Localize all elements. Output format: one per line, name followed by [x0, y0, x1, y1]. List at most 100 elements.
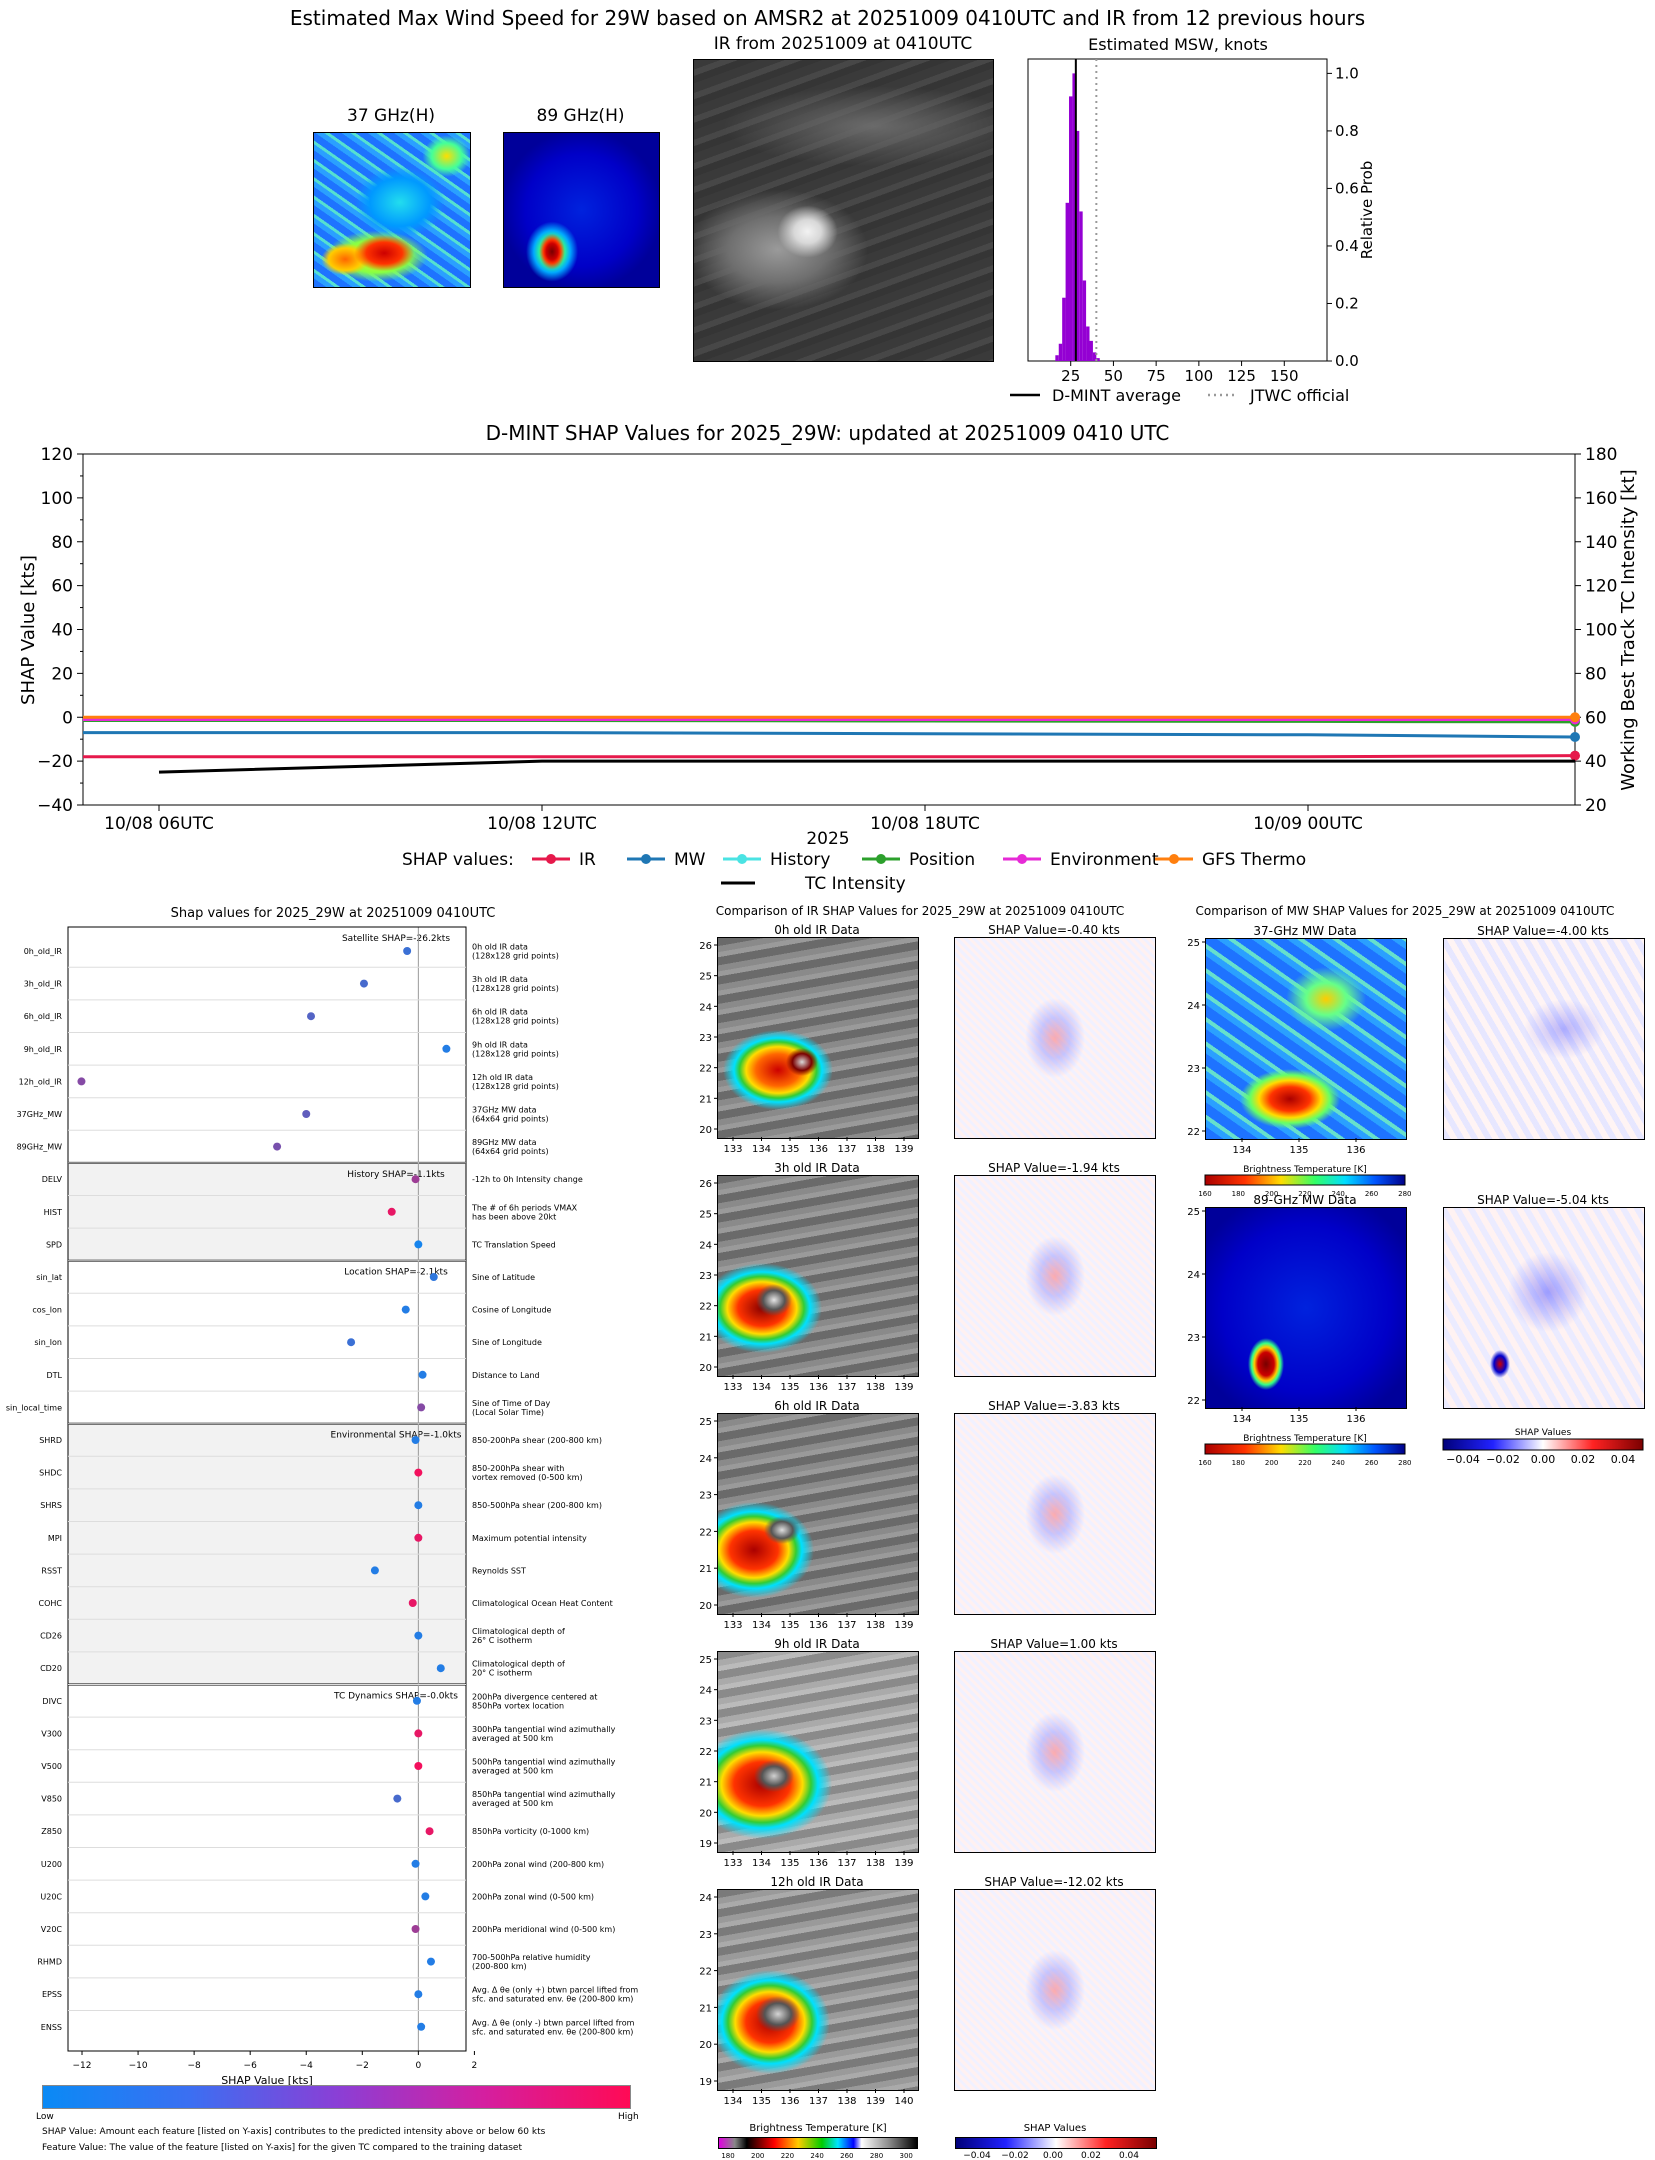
- ir-xtick: 134: [723, 2096, 742, 2107]
- shap-point: [414, 1469, 422, 1477]
- shap-feature-name: 6h_old_IR: [24, 1012, 63, 1021]
- mw-bt-colorbar-label: Brightness Temperature [K]: [1243, 1434, 1367, 1444]
- mw-bt-tick: 180: [1232, 1459, 1245, 1467]
- ir-xtick: 137: [837, 1620, 856, 1631]
- panel-89-title: 89 GHz(H): [503, 106, 658, 126]
- ir-xtick: 137: [837, 1858, 856, 1869]
- ts-legend-marker: [1017, 854, 1027, 864]
- panel-ir-title: IR from 20251009 at 0410UTC: [693, 34, 993, 54]
- ir-shap-tick: 0.02: [1081, 2151, 1101, 2160]
- shap-feature-name: SPD: [46, 1240, 62, 1249]
- ts-ytick-right: 160: [1585, 489, 1617, 509]
- shap-feature-desc: Avg. Δ θe (only -) btwn parcel lifted fr…: [472, 2018, 635, 2027]
- shap-feature-name: SHDC: [39, 1469, 62, 1478]
- ir-bt-tick: 260: [840, 2152, 853, 2160]
- ir-bt-tick: 200: [751, 2152, 764, 2160]
- ts-ytick-right: 100: [1585, 621, 1617, 641]
- histogram-bar: [1086, 326, 1089, 361]
- ir-ytick: 26: [699, 941, 712, 952]
- ir-ytick: 20: [699, 1601, 712, 1612]
- shap-note-1: SHAP Value: Amount each feature [listed …: [42, 2127, 545, 2137]
- shap-feature-desc: 9h old IR data: [472, 1040, 528, 1049]
- shap-xtick: −12: [73, 2061, 92, 2071]
- shap-feature-name: SHRS: [40, 1501, 62, 1510]
- mw-ytick: 24: [1187, 1001, 1200, 1012]
- ir-shap-label: SHAP Value=1.00 kts: [954, 1637, 1154, 1651]
- ir-xtick: 133: [723, 1382, 742, 1393]
- shap-xtick: 0: [415, 2061, 421, 2071]
- shap-feature-desc: 6h old IR data: [472, 1008, 528, 1017]
- shap-point: [413, 1697, 421, 1705]
- mw-shap-tick: −0.04: [1446, 1453, 1480, 1466]
- ts-ytick-left: 120: [41, 445, 73, 465]
- ir-ytick: 23: [699, 1271, 712, 1282]
- shap-feature-desc: 37GHz MW data: [472, 1106, 537, 1115]
- shap-feature-desc: Sine of Longitude: [472, 1338, 542, 1347]
- ir-ytick: 21: [699, 1564, 712, 1575]
- shap-feature-desc: Distance to Land: [472, 1371, 540, 1380]
- shap-xtick: 2: [472, 2061, 478, 2071]
- ts-legend-marker: [1169, 854, 1179, 864]
- ts-series-tc-intensity: [159, 761, 1575, 772]
- ir-ytick: 23: [699, 1033, 712, 1044]
- shap-point: [417, 1403, 425, 1411]
- shap-feature-desc: TC Translation Speed: [471, 1240, 556, 1249]
- ts-xtick: 10/08 06UTC: [104, 814, 214, 834]
- mw-xtick: 136: [1346, 1414, 1365, 1425]
- shap-point: [417, 2023, 425, 2031]
- shap-point: [412, 1925, 420, 1933]
- mw-bt-tick: 160: [1198, 1459, 1211, 1467]
- mw-xtick: 134: [1232, 1414, 1251, 1425]
- shap-point: [414, 1990, 422, 1998]
- ir-ytick: 22: [699, 1064, 712, 1075]
- histogram-ytick: 0.6: [1335, 179, 1359, 197]
- shap-group-band: [68, 927, 466, 1163]
- shap-feature-desc: 850-200hPa shear with: [472, 1464, 564, 1473]
- shap-point: [414, 1534, 422, 1542]
- shap-xtick: −2: [356, 2061, 369, 2071]
- shap-feature-name: DIVC: [42, 1697, 62, 1706]
- ir-xtick: 136: [809, 1620, 828, 1631]
- histogram-ytick: 1.0: [1335, 64, 1359, 82]
- ir-ytick: 21: [699, 1094, 712, 1105]
- shap-feature-name: V500: [41, 1762, 62, 1771]
- ir-xtick: 134: [752, 1144, 771, 1155]
- ir-shap-map: [954, 1175, 1156, 1377]
- shap-feature-name: sin_lon: [34, 1338, 62, 1347]
- amsr2-37ghz-image: [313, 132, 471, 288]
- legend-dmint-label: D-MINT average: [1052, 386, 1181, 405]
- shap-point: [414, 1729, 422, 1737]
- ts-frame: [83, 454, 1575, 805]
- ir-xtick: 139: [894, 1620, 913, 1631]
- shap-point: [409, 1599, 417, 1607]
- ir-ytick: 22: [699, 1527, 712, 1538]
- ts-ytick-right: 120: [1585, 577, 1617, 597]
- shap-feature-name: 37GHz_MW: [17, 1110, 62, 1119]
- shap-feature-desc: 200hPa zonal wind (0-500 km): [472, 1892, 594, 1901]
- ir-shap-label: SHAP Value=-3.83 kts: [954, 1399, 1154, 1413]
- histogram-bar: [1062, 298, 1065, 361]
- ir-shap-colorbar-label: SHAP Values: [955, 2123, 1155, 2134]
- ir-bt-tick: 300: [900, 2152, 913, 2160]
- ir-xtick: 135: [780, 1144, 799, 1155]
- shap-point: [307, 1012, 315, 1020]
- shap-feature-desc: 0h old IR data: [472, 943, 528, 952]
- shap-xtick: −8: [187, 2061, 201, 2071]
- panel-37-title: 37 GHz(H): [313, 106, 469, 126]
- ir-xtick: 137: [837, 1144, 856, 1155]
- shap-feature-desc: 20° C isotherm: [472, 1669, 532, 1678]
- shap-feature-desc: Avg. Δ θe (only +) btwn parcel lifted fr…: [472, 1986, 638, 1995]
- ir-shap-tick: −0.02: [1001, 2151, 1029, 2160]
- shap-point: [388, 1208, 396, 1216]
- histogram-bar: [1055, 355, 1058, 361]
- shap-feature-desc: 850-500hPa shear (200-800 km): [472, 1501, 602, 1510]
- mw-bt-tick: 260: [1365, 1459, 1378, 1467]
- shap-feature-desc: (64x64 grid points): [472, 1115, 549, 1124]
- histogram-ytick: 0.8: [1335, 122, 1359, 140]
- ir-xtick: 139: [894, 1144, 913, 1155]
- shap-feature-name: 3h_old_IR: [24, 980, 63, 989]
- mw-ytick: 23: [1187, 1064, 1200, 1075]
- shap-feature-desc: Cosine of Longitude: [472, 1306, 552, 1315]
- ts-ytick-right: 80: [1585, 664, 1607, 684]
